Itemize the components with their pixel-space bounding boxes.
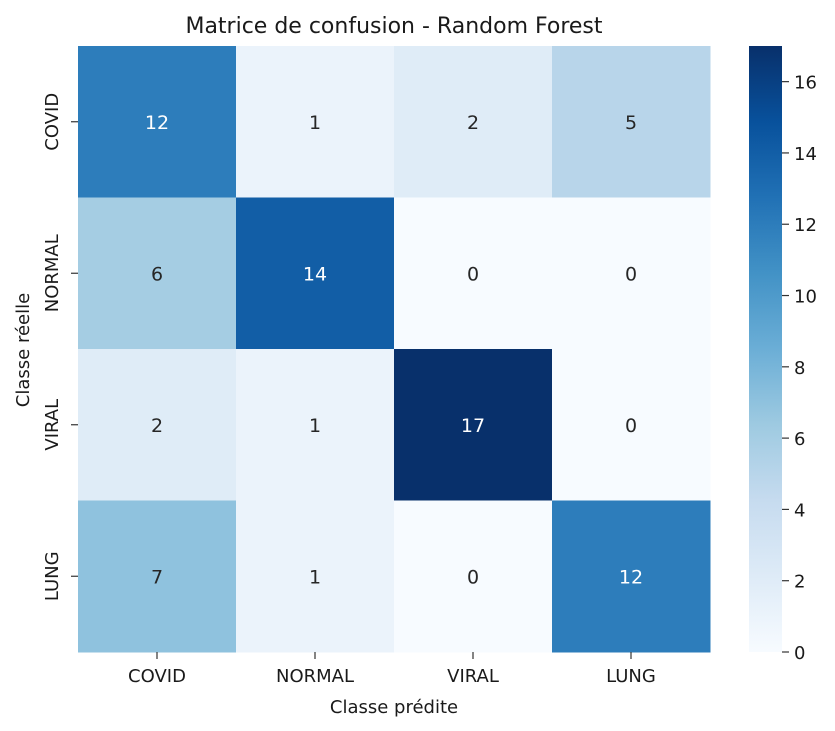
cell-covid-lung: [552, 46, 711, 198]
x-tick-label: VIRAL: [447, 666, 499, 687]
cell-value-label: 12: [145, 112, 169, 134]
x-axis-ticks: COVID NORMAL VIRAL LUNG: [128, 652, 656, 687]
y-tick-label: COVID: [42, 93, 63, 151]
cell-viral-normal: [236, 349, 395, 501]
x-axis-label: Classe prédite: [330, 697, 458, 718]
cell-value-label: 5: [625, 112, 637, 134]
cell-value-label: 6: [151, 263, 163, 285]
cell-value-label: 14: [303, 263, 327, 285]
cell-value-label: 2: [151, 415, 163, 437]
cell-value-label: 0: [467, 566, 479, 588]
cell-normal-lung: [552, 197, 711, 350]
cell-value-label: 0: [467, 263, 479, 285]
cell-lung-lung: [552, 500, 711, 653]
x-tick-label: COVID: [128, 666, 186, 687]
x-tick-label: NORMAL: [276, 666, 354, 687]
cell-covid-viral: [394, 46, 553, 198]
cell-value-label: 7: [151, 566, 163, 588]
cell-normal-viral: [394, 197, 553, 350]
colorbar-tick-label: 8: [794, 358, 805, 379]
cell-value-label: 0: [625, 415, 637, 437]
cell-value-label: 0: [625, 263, 637, 285]
y-axis-ticks: COVID NORMAL VIRAL LUNG: [42, 93, 78, 601]
colorbar-tick-label: 14: [794, 144, 817, 165]
colorbar: [749, 46, 782, 652]
y-tick-label: VIRAL: [42, 399, 63, 451]
colorbar-tick-label: 6: [794, 429, 805, 450]
cell-lung-normal: [236, 500, 395, 653]
cell-value-label: 1: [309, 112, 321, 134]
cell-value-label: 1: [309, 415, 321, 437]
heatmap-cells: 12 1 2 56 14 0 02 1 17 07 1 0 12: [78, 46, 711, 653]
chart-title: Matrice de confusion - Random Forest: [185, 14, 602, 39]
colorbar-tick-label: 4: [794, 500, 805, 521]
cell-viral-viral: [394, 349, 553, 501]
cell-viral-covid: [78, 349, 237, 501]
colorbar-ticks: 0 2 4 6 8 10 12 14 16: [782, 73, 817, 664]
x-tick-label: LUNG: [606, 666, 656, 687]
colorbar-tick-label: 16: [794, 73, 817, 94]
cell-value-label: 12: [619, 566, 643, 588]
y-tick-label: NORMAL: [42, 234, 63, 312]
cell-normal-covid: [78, 197, 237, 350]
cell-covid-normal: [236, 46, 395, 198]
colorbar-tick-label: 10: [794, 287, 817, 308]
y-tick-label: LUNG: [42, 551, 63, 601]
cell-normal-normal: [236, 197, 395, 350]
cell-viral-lung: [552, 349, 711, 501]
cell-value-label: 1: [309, 566, 321, 588]
cell-lung-covid: [78, 500, 237, 653]
colorbar-tick-label: 12: [794, 215, 817, 236]
cell-value-label: 2: [467, 112, 479, 134]
cell-covid-covid: [78, 46, 237, 198]
colorbar-tick-label: 2: [794, 572, 805, 593]
cell-lung-viral: [394, 500, 553, 653]
y-axis-label: Classe réelle: [13, 293, 34, 407]
colorbar-tick-label: 0: [794, 643, 805, 664]
cell-value-label: 17: [461, 415, 485, 437]
